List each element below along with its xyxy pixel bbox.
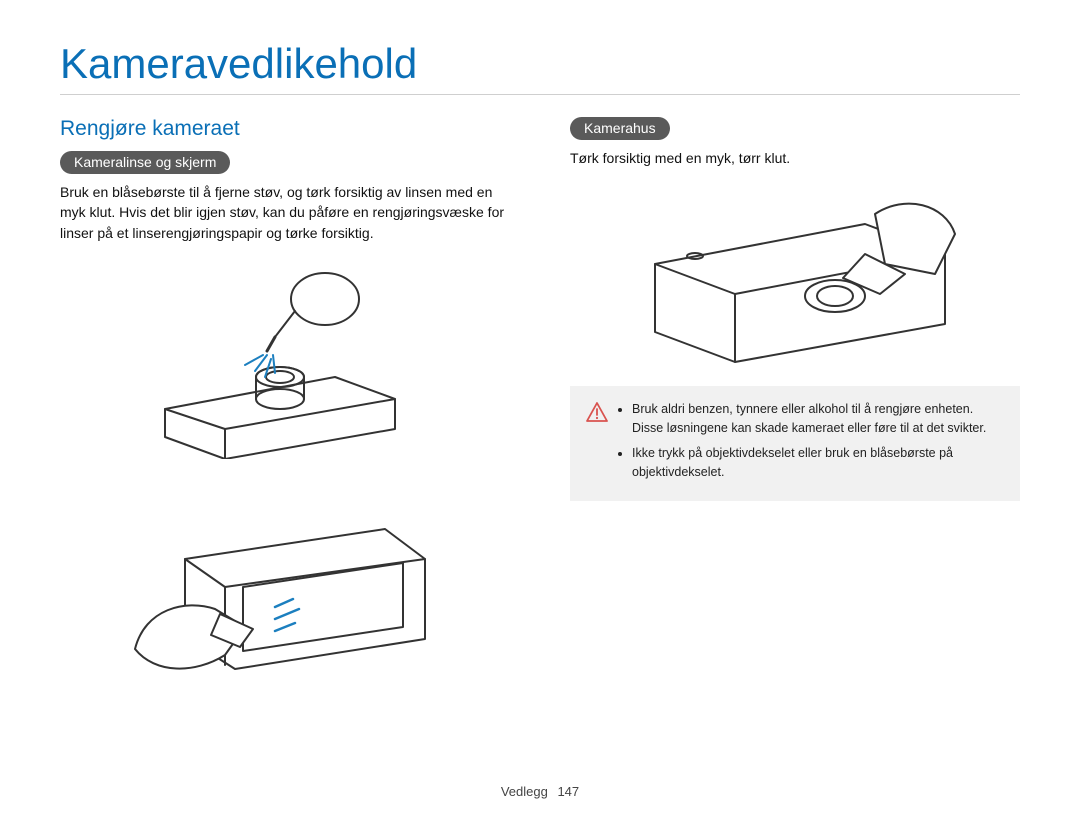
warning-box: Bruk aldri benzen, tynnere eller alkohol… — [570, 386, 1020, 501]
warning-icon — [586, 402, 608, 427]
horizontal-rule — [60, 94, 1020, 95]
warning-item: Bruk aldri benzen, tynnere eller alkohol… — [632, 400, 1002, 438]
pill-label-body: Kamerahus — [570, 117, 670, 140]
footer-section: Vedlegg — [501, 784, 548, 799]
illustration-wipe-body — [570, 184, 1020, 364]
body-text-lens: Bruk en blåsebørste til å fjerne støv, o… — [60, 182, 510, 243]
illustration-wipe-screen — [60, 479, 510, 679]
body-text-body: Tørk forsiktig med en myk, tørr klut. — [570, 148, 1020, 168]
right-column: Kamerahus Tørk forsiktig med en myk, tør… — [570, 117, 1020, 699]
page-footer: Vedlegg 147 — [0, 784, 1080, 799]
columns: Rengjøre kameraet Kameralinse og skjerm … — [60, 117, 1020, 699]
section-subheading: Rengjøre kameraet — [60, 117, 510, 141]
illustration-blower — [60, 259, 510, 459]
warning-list: Bruk aldri benzen, tynnere eller alkohol… — [618, 400, 1002, 487]
warning-item: Ikke trykk på objektivdekselet eller bru… — [632, 444, 1002, 482]
left-column: Rengjøre kameraet Kameralinse og skjerm … — [60, 117, 510, 699]
pill-label-lens: Kameralinse og skjerm — [60, 151, 230, 174]
footer-page-number: 147 — [557, 784, 579, 799]
manual-page: Kameravedlikehold Rengjøre kameraet Kame… — [0, 0, 1080, 815]
page-title: Kameravedlikehold — [60, 40, 1020, 88]
